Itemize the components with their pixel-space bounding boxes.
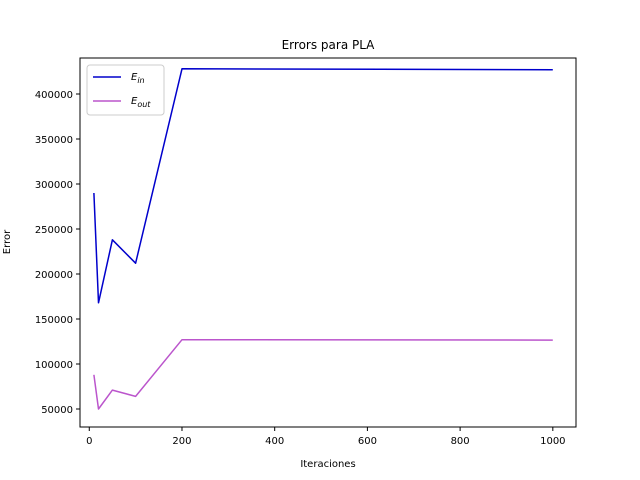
legend-sub: in: [137, 76, 144, 85]
legend-sub: out: [137, 100, 151, 109]
y-axis-label: Error: [2, 229, 13, 254]
y-tick-label: 50000: [41, 405, 73, 416]
x-tick-label: 0: [86, 436, 92, 447]
x-tick-label: 600: [358, 436, 377, 447]
series-lines: [93, 68, 553, 410]
y-tick-label: 400000: [35, 90, 73, 101]
y-tick-label: 150000: [35, 315, 73, 326]
y-tick-label: 100000: [35, 360, 73, 371]
x-tick-label: 1000: [540, 436, 565, 447]
plot-frame: [79, 57, 577, 428]
series-line-e-in: [93, 68, 553, 304]
series-line-e-out: [93, 338, 553, 410]
x-tick-label: 400: [265, 436, 284, 447]
x-axis-label: Iteraciones: [300, 459, 355, 470]
x-tick-label: 200: [172, 436, 191, 447]
chart-title: Errors para PLA: [282, 38, 376, 52]
y-tick-label: 250000: [35, 225, 73, 236]
legend-main: E: [131, 72, 138, 83]
legend-main: E: [131, 96, 138, 107]
x-axis-ticks: 0 200 400 600 800 1000: [86, 427, 566, 447]
y-tick-label: 300000: [35, 180, 73, 191]
x-tick-label: 800: [451, 436, 470, 447]
y-tick-label: 200000: [35, 270, 73, 281]
legend-entry-e-in: Ein: [131, 72, 145, 85]
legend-entry-e-out: Eout: [131, 96, 151, 109]
legend-box: [86, 64, 165, 116]
y-tick-label: 350000: [35, 135, 73, 146]
y-axis-ticks: 50000 100000 150000 200000 250000 300000 35000…: [35, 90, 80, 416]
